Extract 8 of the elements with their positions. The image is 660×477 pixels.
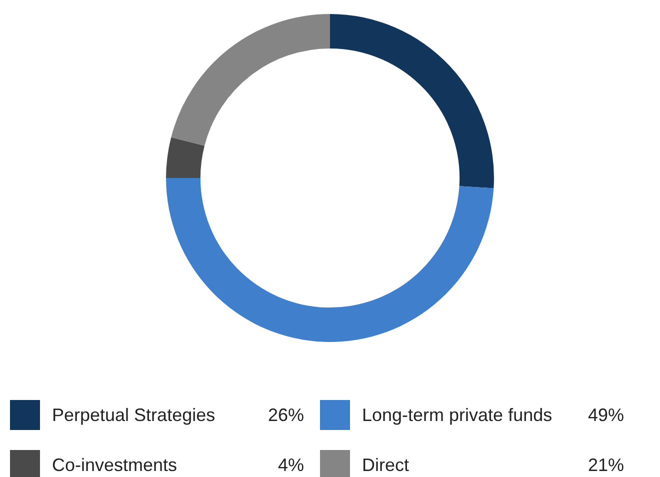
legend-label: Co-investments: [52, 454, 178, 476]
data-label: 26%: [268, 404, 304, 426]
data-label: 4%: [278, 454, 304, 476]
legend-label: Long-term private funds: [362, 404, 554, 426]
data-label: 49%: [588, 404, 624, 426]
legend-label: Direct: [362, 454, 410, 476]
data-label: 21%: [588, 454, 624, 476]
legend-label: Perpetual Strategies: [52, 404, 216, 426]
